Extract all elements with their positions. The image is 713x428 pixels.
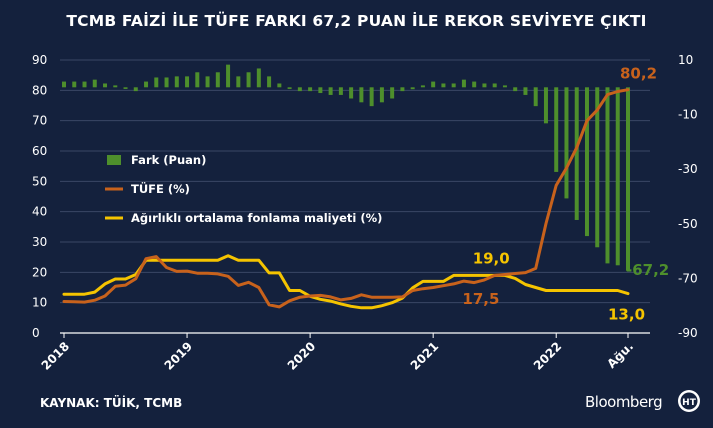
bar-fark (379, 87, 384, 103)
x-tick-label: 2022 (531, 339, 565, 373)
bar-fark (492, 83, 497, 88)
bar-fark (359, 87, 364, 103)
annotation-label: 80,2 (620, 65, 657, 83)
brand-logo: Bloomberg (585, 393, 663, 411)
bar-fark (195, 72, 200, 88)
right-tick-label: -90 (678, 326, 698, 340)
bar-fark (174, 76, 179, 88)
bar-fark (113, 85, 118, 88)
bar-fark (72, 81, 77, 88)
bar-fark (226, 64, 231, 88)
legend-swatch (107, 155, 121, 165)
left-tick-label: 40 (32, 205, 47, 219)
bar-fark (482, 83, 487, 88)
x-tick-label: 2019 (162, 339, 196, 373)
bar-fark (92, 79, 97, 88)
x-tick-label: 2018 (39, 339, 73, 373)
bar-fark (123, 87, 128, 89)
bar-fark (554, 87, 559, 172)
left-tick-label: 80 (32, 83, 47, 97)
bar-fark (574, 87, 579, 220)
bar-fark (605, 87, 610, 264)
bar-fark (584, 87, 589, 237)
source-note: KAYNAK: TÜİK, TCMB (40, 396, 183, 410)
left-tick-label: 70 (32, 114, 47, 128)
bar-fark (410, 87, 415, 90)
bar-fark (297, 87, 302, 92)
bar-fark (431, 81, 436, 88)
bar-fark (533, 87, 538, 107)
bar-fark (369, 87, 374, 107)
bar-fark (595, 87, 600, 248)
x-tick-label: Ağu. (604, 339, 636, 371)
bar-fark (277, 83, 282, 88)
brand-emblem-text: HT (682, 398, 697, 408)
bar-fark (626, 87, 630, 271)
bar-fark (236, 76, 241, 88)
bar-fark (523, 87, 528, 95)
line-tufe (62, 88, 630, 309)
left-tick-label: 30 (32, 235, 47, 249)
left-tick-label: 50 (32, 174, 47, 188)
left-tick-label: 20 (32, 265, 47, 279)
x-tick-label: 2020 (285, 339, 319, 373)
bar-fark (185, 76, 190, 88)
bar-fark (451, 83, 456, 88)
legend-label: Fark (Puan) (131, 153, 206, 167)
right-tick-label: -30 (678, 162, 698, 176)
bar-fark (154, 77, 159, 88)
bar-fark (390, 87, 395, 99)
annotation-label: 13,0 (608, 306, 645, 324)
bar-fark (472, 81, 477, 88)
bar-fark (308, 87, 313, 92)
chart-title: TCMB FAİZİ İLE TÜFE FARKI 67,2 PUAN İLE … (66, 12, 647, 30)
bar-fark (82, 81, 87, 88)
bar-fark (133, 87, 138, 92)
left-tick-label: 10 (32, 296, 47, 310)
legend-label: TÜFE (%) (131, 181, 190, 196)
bar-fark (215, 72, 220, 88)
bar-fark (564, 87, 569, 199)
left-tick-label: 0 (32, 326, 40, 340)
bar-fark (543, 87, 548, 124)
annotation-label: 19,0 (473, 249, 510, 267)
right-tick-label: -50 (678, 217, 698, 231)
bar-fark (615, 87, 620, 266)
bar-fark (338, 87, 343, 95)
bar-fark (164, 77, 169, 88)
bar-fark (246, 72, 251, 88)
bar-fark (318, 87, 323, 94)
bar-fark (461, 79, 466, 88)
bar-fark (441, 83, 446, 88)
left-tick-label: 60 (32, 144, 47, 158)
annotation-label: -67,2 (626, 261, 669, 279)
bar-fark (103, 83, 108, 88)
bar-fark (349, 87, 354, 99)
bar-fark (513, 87, 518, 92)
bar-fark (62, 81, 66, 88)
bar-fark (502, 85, 507, 88)
bar-fark (144, 81, 149, 88)
bar-fark (400, 87, 405, 92)
right-tick-label: -10 (678, 108, 698, 122)
brand-emblem-inner (680, 392, 698, 410)
bar-fark (256, 68, 261, 88)
bar-fark (287, 87, 292, 89)
bar-fark (420, 85, 425, 88)
right-tick-label: -70 (678, 271, 698, 285)
left-tick-label: 90 (32, 53, 47, 67)
bar-fark (267, 76, 272, 88)
bar-fark (328, 87, 333, 95)
x-tick-label: 2021 (408, 339, 442, 373)
annotation-label: 17,5 (462, 290, 499, 308)
right-tick-label: 10 (678, 53, 693, 67)
bar-fark (205, 76, 210, 88)
legend-label: Ağırlıklı ortalama fonlama maliyeti (%) (131, 211, 382, 225)
